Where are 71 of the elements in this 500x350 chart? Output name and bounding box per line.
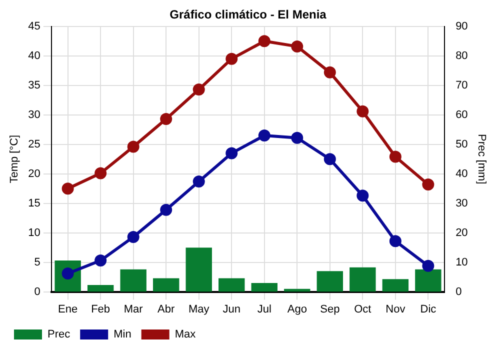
point — [94, 167, 107, 180]
y-tick-label: 15 — [28, 197, 40, 210]
point — [160, 112, 172, 125]
x-tick-label: Feb — [91, 303, 110, 316]
y2-tick-label: 80 — [456, 50, 468, 62]
point — [94, 254, 107, 267]
y-tick-label: 40 — [28, 50, 40, 62]
x-tick-label: Nov — [386, 303, 406, 316]
bar — [350, 267, 376, 292]
y2-tick-label: 30 — [456, 197, 468, 210]
point — [127, 230, 140, 243]
point — [356, 105, 369, 118]
point — [324, 66, 336, 78]
point — [258, 130, 270, 142]
point — [324, 153, 336, 166]
y2-tick-label: 20 — [456, 226, 468, 239]
point — [226, 52, 238, 65]
y-tick-label: 45 — [28, 20, 40, 32]
x-tick-label: Sep — [320, 303, 340, 316]
bar — [120, 269, 146, 292]
bar — [316, 271, 344, 292]
bar — [152, 278, 180, 292]
point — [62, 182, 74, 195]
y2-tick-label: 50 — [456, 138, 468, 150]
bar — [415, 269, 442, 292]
y2-tick-label: 60 — [456, 108, 468, 121]
point — [389, 150, 402, 163]
y-tick-label: 35 — [28, 79, 40, 92]
bar — [218, 278, 245, 292]
bar — [251, 282, 278, 292]
chart-title: Gráfico climático - El Menia — [170, 8, 327, 22]
y2-tick-label: 90 — [456, 20, 468, 32]
x-tick-label: Mar — [124, 303, 144, 316]
point — [291, 132, 304, 144]
bar — [186, 248, 212, 292]
y-tick-label: 25 — [28, 138, 40, 150]
y-tick-label: 5 — [34, 256, 40, 268]
y2-tick-label: 0 — [456, 286, 462, 298]
point — [422, 260, 434, 272]
x-tick-label: Jun — [222, 303, 240, 316]
x-tick-label: Ago — [287, 303, 307, 316]
y-tick-label: 20 — [28, 168, 40, 180]
y2-tick-label: 40 — [456, 168, 468, 180]
x-tick-label: Dic — [420, 303, 437, 316]
x-tick-label: Oct — [354, 303, 372, 316]
point — [192, 176, 205, 188]
legend-label: Max — [174, 328, 196, 341]
y2-tick-label: 70 — [456, 79, 468, 92]
y2-tick-label: 10 — [456, 256, 468, 268]
bar — [87, 285, 114, 292]
point — [192, 84, 205, 96]
point — [422, 178, 434, 190]
point — [356, 190, 369, 202]
y2-axis-title: Prec [mm] — [475, 134, 488, 184]
y-tick-label: 10 — [28, 226, 40, 239]
legend-label: Min — [114, 328, 132, 341]
y-tick-label: 30 — [28, 108, 40, 121]
point — [226, 147, 238, 160]
legend-label: Prec — [48, 328, 71, 341]
point — [291, 40, 304, 52]
x-tick-label: Jul — [257, 303, 272, 316]
point — [389, 235, 402, 248]
point — [127, 140, 140, 153]
point — [160, 204, 172, 216]
y-tick-label: 0 — [34, 286, 40, 298]
point — [258, 35, 270, 48]
x-tick-label: Abr — [158, 303, 175, 316]
x-tick-label: Ene — [58, 303, 78, 316]
x-tick-label: May — [188, 303, 210, 316]
bar — [382, 279, 409, 292]
y-axis-title: Temp [°C] — [8, 134, 21, 184]
